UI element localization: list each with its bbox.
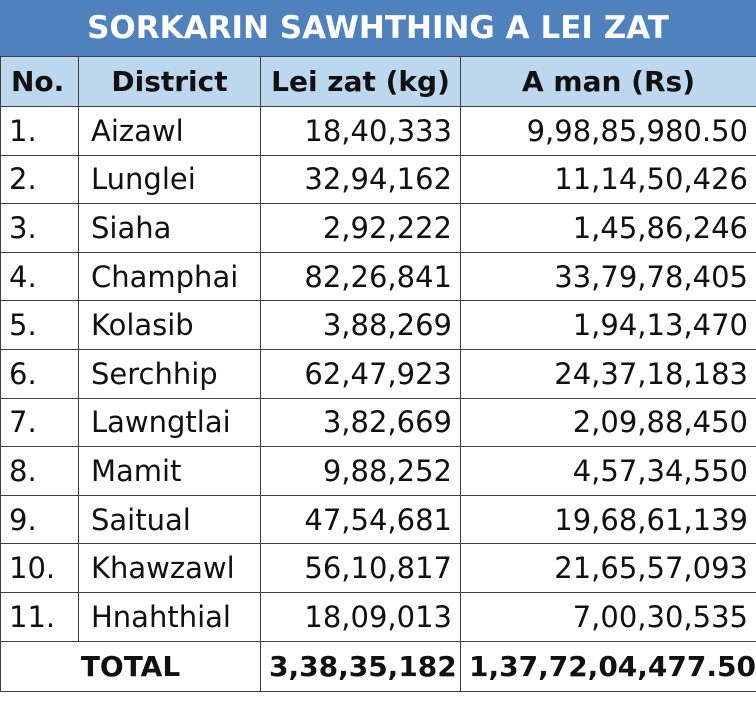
row-lei-zat: 62,47,923: [260, 348, 461, 399]
row-no: 6.: [0, 348, 79, 399]
row-a-man: 21,65,57,093: [460, 543, 756, 593]
row-district: Siaha: [78, 203, 261, 253]
row-lei-zat: 18,40,333: [260, 106, 461, 156]
row-lei-zat: 32,94,162: [260, 154, 461, 205]
table-row: 8. Mamit 9,88,252 4,57,34,550: [0, 446, 756, 496]
row-no: 9.: [0, 494, 79, 545]
header-row: No. District Lei zat (kg) A man (Rs): [0, 56, 756, 107]
row-lei-zat: 3,82,669: [260, 397, 461, 448]
row-lei-zat: 2,92,222: [260, 203, 461, 253]
table-title: SORKARIN SAWHTHING A LEI ZAT: [0, 0, 756, 56]
row-no: 11.: [0, 591, 79, 642]
total-a-man: 1,37,72,04,477.50: [460, 640, 756, 692]
data-table-container: SORKARIN SAWHTHING A LEI ZAT No. Distric…: [0, 0, 756, 692]
row-lei-zat: 3,88,269: [260, 300, 461, 350]
row-district: Champhai: [78, 251, 261, 302]
total-label: TOTAL: [0, 640, 261, 692]
table-row: 5. Kolasib 3,88,269 1,94,13,470: [0, 300, 756, 350]
table-row: 3. Siaha 2,92,222 1,45,86,246: [0, 203, 756, 253]
row-district: Mamit: [78, 446, 261, 496]
row-a-man: 33,79,78,405: [460, 251, 756, 302]
row-no: 5.: [0, 300, 79, 350]
row-lei-zat: 9,88,252: [260, 446, 461, 496]
row-a-man: 1,94,13,470: [460, 300, 756, 350]
header-a-man: A man (Rs): [460, 56, 756, 107]
table-row: 11. Hnahthial 18,09,013 7,00,30,535: [0, 591, 756, 642]
row-no: 1.: [0, 106, 79, 156]
table-row: 4. Champhai 82,26,841 33,79,78,405: [0, 251, 756, 302]
table-row: 6. Serchhip 62,47,923 24,37,18,183: [0, 348, 756, 399]
table-row: 2. Lunglei 32,94,162 11,14,50,426: [0, 154, 756, 205]
row-a-man: 19,68,61,139: [460, 494, 756, 545]
district-table: No. District Lei zat (kg) A man (Rs) 1. …: [0, 56, 756, 692]
row-a-man: 9,98,85,980.50: [460, 106, 756, 156]
row-no: 10.: [0, 543, 79, 593]
table-row: 10. Khawzawl 56,10,817 21,65,57,093: [0, 543, 756, 593]
row-a-man: 11,14,50,426: [460, 154, 756, 205]
total-lei-zat: 3,38,35,182: [260, 640, 461, 692]
row-district: Lunglei: [78, 154, 261, 205]
row-district: Hnahthial: [78, 591, 261, 642]
row-a-man: 1,45,86,246: [460, 203, 756, 253]
row-district: Saitual: [78, 494, 261, 545]
row-lei-zat: 82,26,841: [260, 251, 461, 302]
row-a-man: 2,09,88,450: [460, 397, 756, 448]
row-no: 7.: [0, 397, 79, 448]
row-no: 2.: [0, 154, 79, 205]
row-lei-zat: 47,54,681: [260, 494, 461, 545]
header-lei-zat: Lei zat (kg): [260, 56, 461, 107]
row-a-man: 4,57,34,550: [460, 446, 756, 496]
row-a-man: 24,37,18,183: [460, 348, 756, 399]
row-district: Kolasib: [78, 300, 261, 350]
total-row: TOTAL 3,38,35,182 1,37,72,04,477.50: [0, 640, 756, 692]
row-district: Aizawl: [78, 106, 261, 156]
row-no: 3.: [0, 203, 79, 253]
table-row: 7. Lawngtlai 3,82,669 2,09,88,450: [0, 397, 756, 448]
table-row: 9. Saitual 47,54,681 19,68,61,139: [0, 494, 756, 545]
row-no: 4.: [0, 251, 79, 302]
header-no: No.: [0, 56, 79, 107]
row-no: 8.: [0, 446, 79, 496]
row-district: Serchhip: [78, 348, 261, 399]
row-district: Lawngtlai: [78, 397, 261, 448]
table-row: 1. Aizawl 18,40,333 9,98,85,980.50: [0, 106, 756, 156]
row-lei-zat: 56,10,817: [260, 543, 461, 593]
row-a-man: 7,00,30,535: [460, 591, 756, 642]
header-district: District: [78, 56, 261, 107]
row-lei-zat: 18,09,013: [260, 591, 461, 642]
row-district: Khawzawl: [78, 543, 261, 593]
